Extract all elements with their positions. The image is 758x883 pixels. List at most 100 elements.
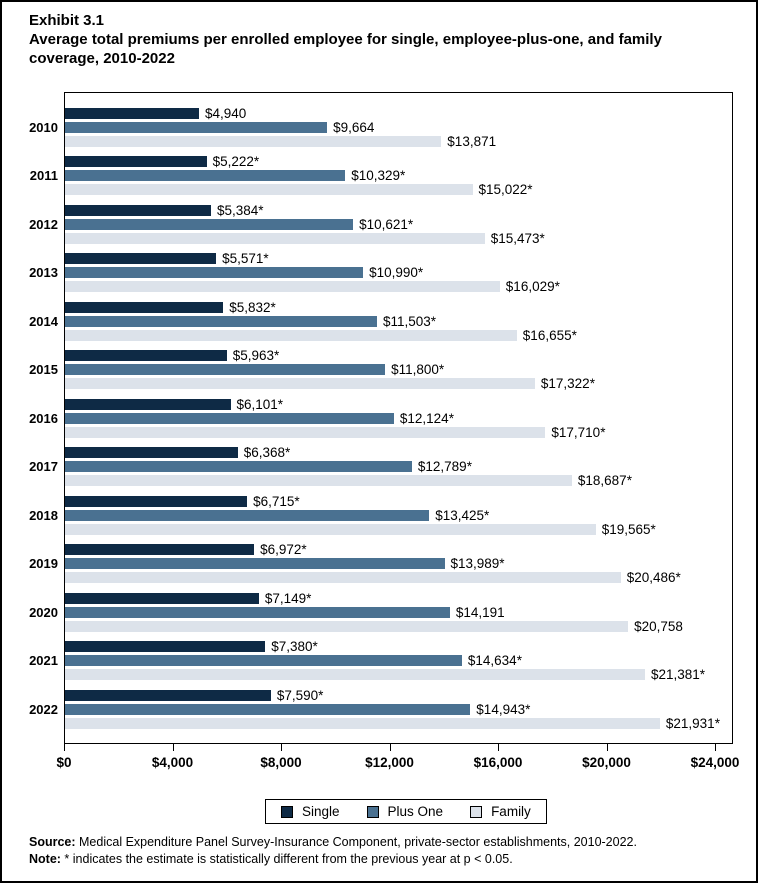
year-label: 2016 <box>29 410 58 426</box>
bar-row-single: $5,222* <box>65 154 732 169</box>
note-line: Note: * indicates the estimate is statis… <box>29 851 739 868</box>
bar-row-plus-one: $12,124* <box>65 410 732 426</box>
year-group-2022: 2022 $7,590* $14,943* $21,931* <box>29 685 732 734</box>
bar-family <box>65 281 500 293</box>
bar-row-single: $5,963* <box>65 349 732 362</box>
year-label: 2013 <box>29 265 58 281</box>
source-label: Source: <box>29 835 76 849</box>
bar-row-single: $7,380* <box>65 640 732 653</box>
bar-value-label: $15,473* <box>490 230 545 246</box>
legend-item-family: Family <box>470 804 531 819</box>
bar-value-label: $17,710* <box>551 424 606 440</box>
bar-value-label: $6,715* <box>253 493 300 509</box>
bar-row-single: $4,940 <box>65 106 732 120</box>
bar-family <box>65 184 473 196</box>
bar-single <box>65 495 248 507</box>
bar-value-label: $17,322* <box>540 376 595 391</box>
x-axis-tick <box>606 744 608 751</box>
year-group-2012: 2012 $5,384* $10,621* $15,473* <box>29 200 732 249</box>
x-axis-tick <box>172 744 174 751</box>
legend-item-single: Single <box>281 804 340 819</box>
bar-row-plus-one: $9,664 <box>65 120 732 134</box>
bar-single <box>65 107 199 119</box>
bar-family <box>65 135 442 147</box>
legend-swatch-plus-one <box>366 805 379 818</box>
x-axis-tick-label: $0 <box>56 755 72 770</box>
bar-row-family: $17,322* <box>65 376 732 391</box>
year-label: 2022 <box>29 701 58 717</box>
year-label: 2018 <box>29 507 58 523</box>
title-block: Exhibit 3.1 Average total premiums per e… <box>29 11 729 68</box>
bar-family <box>65 717 660 729</box>
bar-row-single: $6,368* <box>65 445 732 460</box>
bar-value-label: $10,990* <box>369 265 424 280</box>
x-axis-tick-label: $24,000 <box>690 755 740 770</box>
bar-row-single: $7,590* <box>65 688 732 702</box>
year-group-2016: 2016 $6,101* $12,124* $17,710* <box>29 394 732 443</box>
legend-swatch-single <box>281 805 293 818</box>
bar-plus-one <box>65 703 471 715</box>
bar-single <box>65 350 227 362</box>
year-label: 2021 <box>29 653 58 669</box>
x-axis-tick <box>498 744 499 751</box>
year-group-2013: 2013 $5,571* $10,990* $16,029* <box>29 249 732 298</box>
year-group-2020: 2020 $7,149* $14,191 $20,758 <box>29 588 732 637</box>
bar-row-family: $13,871 <box>65 134 732 148</box>
bar-family <box>65 329 517 341</box>
bar-value-label: $5,222* <box>212 154 260 169</box>
bar-value-label: $15,022* <box>478 182 533 197</box>
bar-single <box>65 253 217 265</box>
bar-family <box>65 669 645 681</box>
x-axis-tick-label: $20,000 <box>582 755 631 770</box>
bar-value-label: $12,789* <box>417 459 472 474</box>
bar-value-label: $13,989* <box>450 556 505 571</box>
x-axis-tick-label: $12,000 <box>365 755 414 770</box>
bar-value-label: $12,124* <box>399 410 454 426</box>
bar-row-family: $15,022* <box>65 182 732 197</box>
bar-row-family: $16,029* <box>65 280 732 293</box>
chart-legend: Single Plus One Family <box>265 799 547 824</box>
bar-row-family: $16,655* <box>65 327 732 343</box>
bar-row-family: $17,710* <box>65 424 732 440</box>
bar-row-single: $6,715* <box>65 493 732 509</box>
legend-item-plus-one: Plus One <box>366 804 443 819</box>
bar-row-family: $20,486* <box>65 571 732 584</box>
bar-value-label: $6,368* <box>243 445 291 460</box>
bar-family <box>65 572 621 584</box>
bar-plus-one <box>65 364 386 376</box>
bar-plus-one <box>65 412 394 424</box>
year-label: 2010 <box>29 119 58 135</box>
year-group-2010: 2010 $4,940 $9,664 $13,871 <box>29 103 732 152</box>
x-axis-tick <box>715 744 716 751</box>
bar-row-plus-one: $10,329* <box>65 168 732 183</box>
bar-row-single: $5,571* <box>65 251 732 266</box>
year-group-2015: 2015 $5,963* $11,800* $17,322* <box>29 346 732 395</box>
bar-value-label: $5,571* <box>222 251 269 266</box>
bar-value-label: $19,565* <box>601 521 656 537</box>
x-axis-tick-label: $16,000 <box>473 755 523 770</box>
bar-plus-one <box>65 315 377 327</box>
bar-row-family: $20,758 <box>65 619 732 633</box>
bar-value-label: $14,943* <box>476 701 531 717</box>
bar-plus-one <box>65 606 450 618</box>
bar-row-plus-one: $14,634* <box>65 654 732 667</box>
bar-row-family: $15,473* <box>65 230 732 246</box>
bar-value-label: $6,972* <box>260 542 307 557</box>
bar-row-plus-one: $11,503* <box>65 314 732 328</box>
bar-single <box>65 156 207 168</box>
bar-row-family: $19,565* <box>65 521 732 537</box>
x-axis: $0 $4,000 $8,000 $12,000 $16,000 $20,000 $24,0… <box>56 744 739 778</box>
bar-row-single: $7,149* <box>65 591 732 605</box>
bar-value-label: $10,329* <box>351 168 406 183</box>
year-group-2018: 2018 $6,715* $13,425* $19,565* <box>29 491 732 540</box>
bar-row-single: $5,832* <box>65 300 732 314</box>
bar-value-label: $14,191 <box>455 604 505 620</box>
bar-single <box>65 447 238 459</box>
bar-row-family: $18,687* <box>65 474 732 487</box>
bar-single <box>65 641 266 653</box>
bar-plus-one <box>65 170 346 182</box>
bar-value-label: $5,384* <box>217 202 264 218</box>
year-label: 2015 <box>29 362 58 378</box>
bar-value-label: $16,655* <box>522 327 577 343</box>
